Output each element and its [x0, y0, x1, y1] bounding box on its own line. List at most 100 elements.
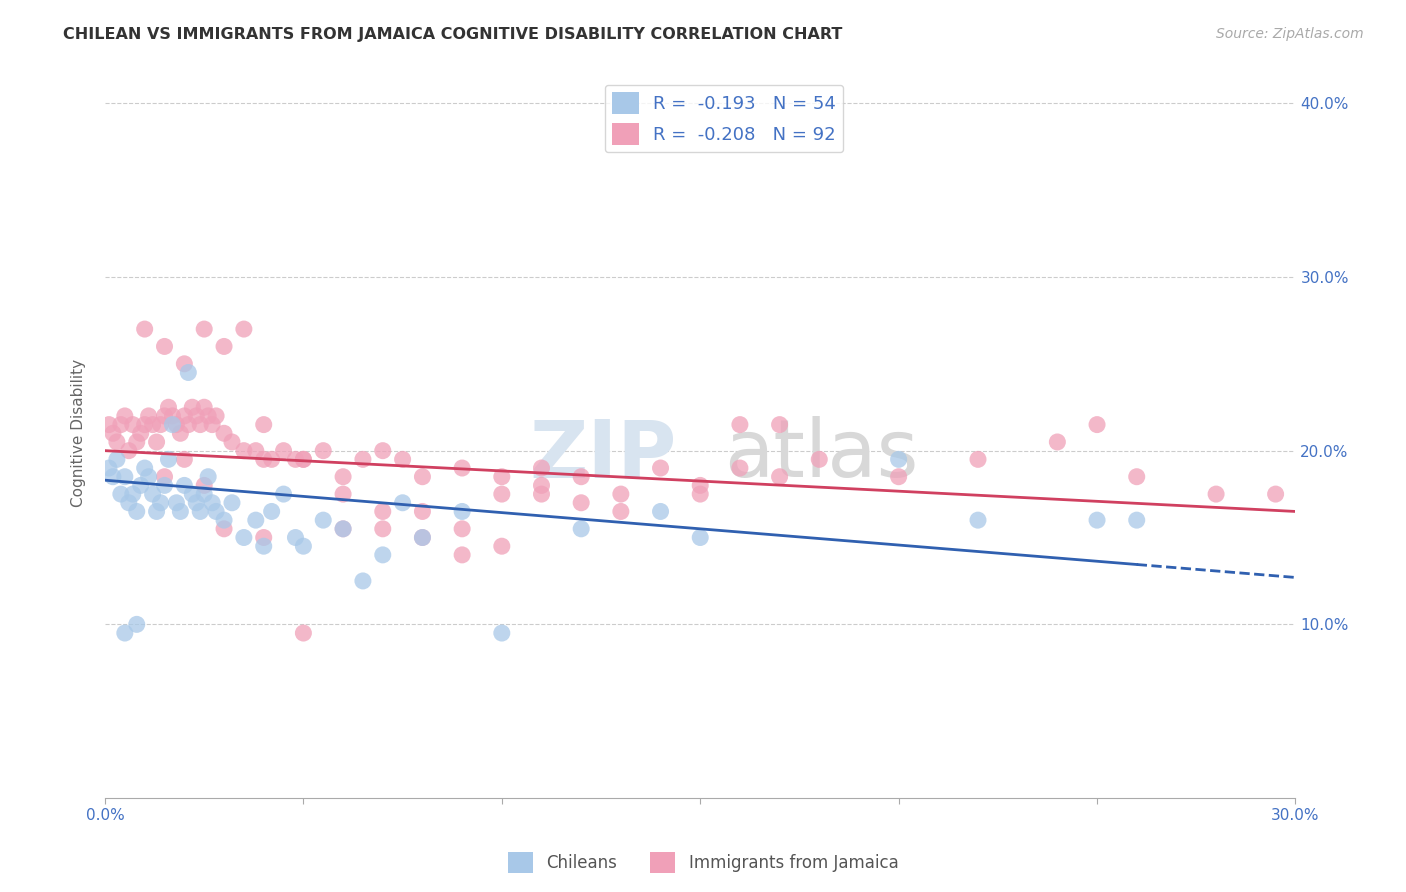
Point — [1046, 434, 1069, 449]
Point — [610, 487, 633, 501]
Point — [689, 478, 711, 492]
Point — [887, 469, 910, 483]
Point — [114, 469, 136, 483]
Point — [253, 539, 276, 553]
Point — [292, 452, 315, 467]
Point — [273, 443, 295, 458]
Point — [451, 522, 474, 536]
Point — [101, 469, 124, 483]
Point — [332, 469, 354, 483]
Point — [312, 513, 335, 527]
Point — [193, 401, 215, 415]
Point — [284, 452, 307, 467]
Point — [610, 504, 633, 518]
Point — [312, 443, 335, 458]
Point — [205, 409, 228, 423]
Point — [114, 409, 136, 423]
Point — [101, 426, 124, 441]
Point — [201, 496, 224, 510]
Point — [177, 366, 200, 380]
Point — [887, 452, 910, 467]
Point — [212, 513, 235, 527]
Point — [292, 539, 315, 553]
Point — [169, 504, 191, 518]
Point — [1085, 513, 1108, 527]
Point — [145, 504, 167, 518]
Point — [129, 478, 152, 492]
Point — [173, 357, 195, 371]
Text: CHILEAN VS IMMIGRANTS FROM JAMAICA COGNITIVE DISABILITY CORRELATION CHART: CHILEAN VS IMMIGRANTS FROM JAMAICA COGNI… — [63, 27, 842, 42]
Point — [110, 417, 132, 432]
Point — [165, 417, 187, 432]
Point — [253, 417, 276, 432]
Point — [569, 522, 592, 536]
Point — [157, 452, 180, 467]
Legend: R =  -0.193   N = 54, R =  -0.208   N = 92: R = -0.193 N = 54, R = -0.208 N = 92 — [605, 85, 844, 153]
Point — [212, 522, 235, 536]
Point — [245, 513, 267, 527]
Point — [173, 409, 195, 423]
Point — [162, 417, 184, 432]
Point — [232, 531, 254, 545]
Point — [530, 478, 553, 492]
Point — [411, 531, 433, 545]
Point — [153, 339, 176, 353]
Point — [118, 443, 141, 458]
Point — [212, 339, 235, 353]
Point — [411, 469, 433, 483]
Point — [371, 504, 394, 518]
Point — [371, 548, 394, 562]
Point — [245, 443, 267, 458]
Point — [292, 452, 315, 467]
Point — [1085, 417, 1108, 432]
Point — [451, 548, 474, 562]
Point — [273, 487, 295, 501]
Point — [134, 417, 156, 432]
Point — [1205, 487, 1227, 501]
Point — [186, 409, 208, 423]
Point — [650, 504, 672, 518]
Point — [650, 461, 672, 475]
Point — [569, 469, 592, 483]
Point — [491, 487, 513, 501]
Point — [232, 322, 254, 336]
Point — [491, 539, 513, 553]
Point — [491, 469, 513, 483]
Text: atlas: atlas — [724, 417, 918, 494]
Point — [260, 452, 283, 467]
Point — [808, 452, 831, 467]
Point — [181, 487, 204, 501]
Point — [221, 496, 243, 510]
Point — [105, 434, 128, 449]
Point — [201, 417, 224, 432]
Point — [352, 574, 374, 588]
Point — [530, 461, 553, 475]
Point — [129, 426, 152, 441]
Point — [110, 487, 132, 501]
Point — [332, 522, 354, 536]
Point — [188, 417, 211, 432]
Point — [177, 417, 200, 432]
Point — [125, 504, 148, 518]
Point — [97, 417, 120, 432]
Point — [121, 487, 143, 501]
Point — [138, 469, 160, 483]
Point — [188, 504, 211, 518]
Point — [221, 434, 243, 449]
Point — [134, 322, 156, 336]
Point — [491, 626, 513, 640]
Point — [105, 452, 128, 467]
Point — [125, 434, 148, 449]
Legend: Chileans, Immigrants from Jamaica: Chileans, Immigrants from Jamaica — [501, 846, 905, 880]
Point — [153, 409, 176, 423]
Point — [186, 496, 208, 510]
Point — [253, 531, 276, 545]
Point — [411, 531, 433, 545]
Point — [292, 626, 315, 640]
Point — [260, 504, 283, 518]
Point — [157, 401, 180, 415]
Point — [284, 531, 307, 545]
Point — [332, 522, 354, 536]
Point — [153, 469, 176, 483]
Point — [97, 461, 120, 475]
